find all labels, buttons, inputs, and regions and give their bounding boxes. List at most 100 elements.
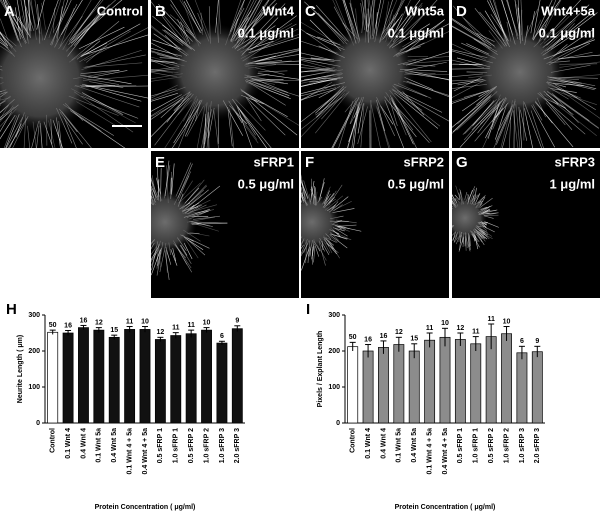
panel-caption: Wnt4+5a: [541, 3, 596, 18]
x-tick-label: 1.0 sFRP 1: [173, 428, 180, 463]
neurite: [116, 224, 142, 225]
neurite: [36, 125, 40, 148]
n-label: 11: [126, 318, 134, 325]
neurite: [131, 189, 148, 208]
neurite: [249, 34, 299, 53]
neurite: [64, 117, 77, 148]
neurite: [452, 59, 485, 68]
neurite: [132, 231, 148, 246]
bar: [362, 350, 374, 424]
y-tick-label: 200: [28, 348, 40, 355]
bar: [454, 339, 466, 424]
neurite: [406, 51, 449, 66]
neurite: [134, 193, 145, 201]
neurite: [151, 69, 173, 74]
bar: [531, 351, 543, 424]
neurite: [120, 235, 144, 256]
neurite: [130, 185, 149, 199]
neurite: [116, 184, 145, 204]
neurite: [171, 106, 200, 148]
error-bar: [442, 327, 448, 347]
error-bar: [472, 336, 479, 351]
neurite: [559, 61, 600, 68]
bar: [470, 343, 482, 424]
neurite: [3, 115, 18, 148]
n-label: 9: [235, 318, 239, 325]
panel-caption: 0.5 μg/ml: [238, 176, 294, 191]
neurite: [136, 177, 149, 201]
bar: [347, 346, 359, 424]
bar: [408, 350, 420, 424]
neurite: [101, 229, 139, 230]
bar: [139, 329, 151, 424]
micrograph: [452, 151, 600, 298]
n-label: 12: [95, 319, 103, 326]
bar: [485, 336, 497, 424]
neurite: [513, 110, 519, 148]
error-bar: [49, 329, 56, 335]
bar: [424, 339, 436, 424]
bar: [439, 336, 451, 424]
x-tick-label: 2.0 sFRP 3: [534, 428, 541, 463]
neurite: [81, 34, 148, 56]
x-tick-label: 2.0 sFRP 3: [234, 428, 241, 463]
neurite: [78, 26, 125, 50]
panel-caption: Wnt4: [262, 3, 295, 18]
neurite: [137, 240, 149, 265]
y-tick-label: 300: [28, 312, 40, 319]
neurite: [390, 0, 411, 42]
neurite: [68, 0, 101, 45]
y-tick-label: 100: [328, 384, 340, 391]
neurite: [135, 200, 149, 206]
x-tick-label: 0.4 Wnt 5a: [111, 428, 118, 463]
neurite: [452, 73, 483, 77]
x-tick-label: Control: [350, 428, 357, 453]
neurite: [112, 207, 143, 215]
n-label: 10: [441, 320, 449, 327]
neurite: [20, 0, 27, 31]
neurite: [113, 217, 141, 220]
error-bar: [111, 334, 118, 340]
error-bar: [203, 327, 210, 333]
panel-letter: H: [6, 301, 17, 318]
neurite: [251, 48, 299, 59]
neurite: [257, 73, 299, 80]
error-bar: [534, 345, 541, 358]
neurite: [120, 198, 145, 213]
x-tick-label: 0.5 sFRP 1: [157, 428, 164, 463]
neurite: [34, 0, 41, 34]
neurite: [392, 102, 430, 144]
x-tick-label: Control: [50, 428, 57, 453]
neurite: [407, 56, 449, 61]
neurite: [524, 108, 533, 148]
panel-caption: 0.1 μg/ml: [238, 25, 294, 40]
y-tick-label: 200: [328, 348, 340, 355]
neurite: [130, 239, 148, 248]
micrograph: [151, 0, 299, 148]
neurite: [185, 0, 203, 32]
neurite: [237, 106, 272, 148]
n-label: 10: [141, 318, 149, 325]
neurite: [119, 190, 149, 210]
neurite: [131, 237, 150, 263]
panel-caption: sFRP3: [555, 154, 595, 169]
explant: [452, 196, 487, 240]
neurite: [398, 0, 438, 44]
neurite: [336, 224, 357, 227]
x-tick-label: 0.5 sFRP 2: [188, 428, 195, 463]
neurite: [126, 242, 144, 271]
x-tick-label: 0.4 Wnt 4 + 5a: [442, 428, 449, 475]
panel-letter: D: [456, 3, 467, 20]
neurite: [131, 240, 148, 260]
neurite: [104, 217, 139, 219]
neurite: [245, 96, 286, 136]
n-label: 11: [187, 322, 195, 329]
y-axis-label: Pixels / Explant Length: [317, 331, 324, 408]
error-bar: [380, 340, 387, 354]
x-tick-label: 0.1 Wnt 5a: [96, 428, 103, 463]
error-bar: [157, 336, 164, 342]
neurite: [474, 107, 504, 142]
neurite: [301, 83, 335, 101]
neurite: [164, 250, 170, 280]
neurite: [175, 162, 192, 197]
